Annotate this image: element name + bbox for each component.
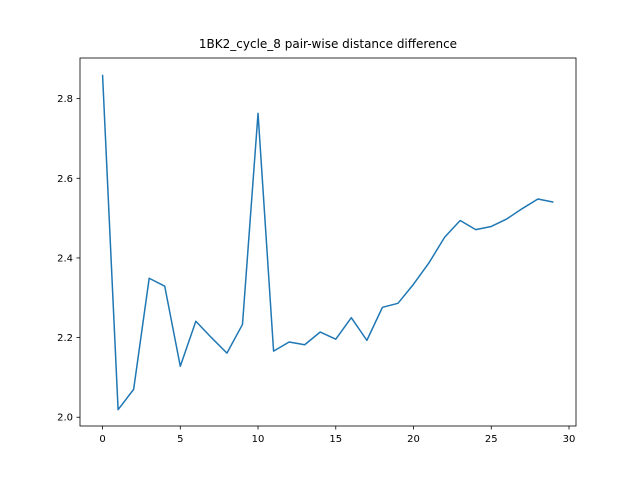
series-line [101, 74, 554, 411]
axes-frame [79, 57, 577, 427]
x-tick-label: 15 [329, 434, 342, 445]
x-tick-label: 0 [99, 434, 105, 445]
y-tick-label: 2.6 [57, 174, 73, 185]
y-tick-label: 2.2 [57, 333, 73, 344]
y-tick-label: 2.4 [57, 253, 73, 264]
plot-area: 0 5 10 15 20 25 30 2.0 2.2 2.4 2.6 2.8 [57, 57, 577, 445]
chart-title: 1BK2_cycle_8 pair-wise distance differen… [199, 37, 457, 51]
x-tick-label: 10 [252, 434, 265, 445]
y-tick-label: 2.0 [57, 413, 73, 424]
x-tick-label: 30 [563, 434, 576, 445]
y-tick-label: 2.8 [57, 94, 73, 105]
x-tick-label: 25 [485, 434, 498, 445]
x-tick-label: 5 [177, 434, 183, 445]
x-tick-label: 20 [407, 434, 420, 445]
